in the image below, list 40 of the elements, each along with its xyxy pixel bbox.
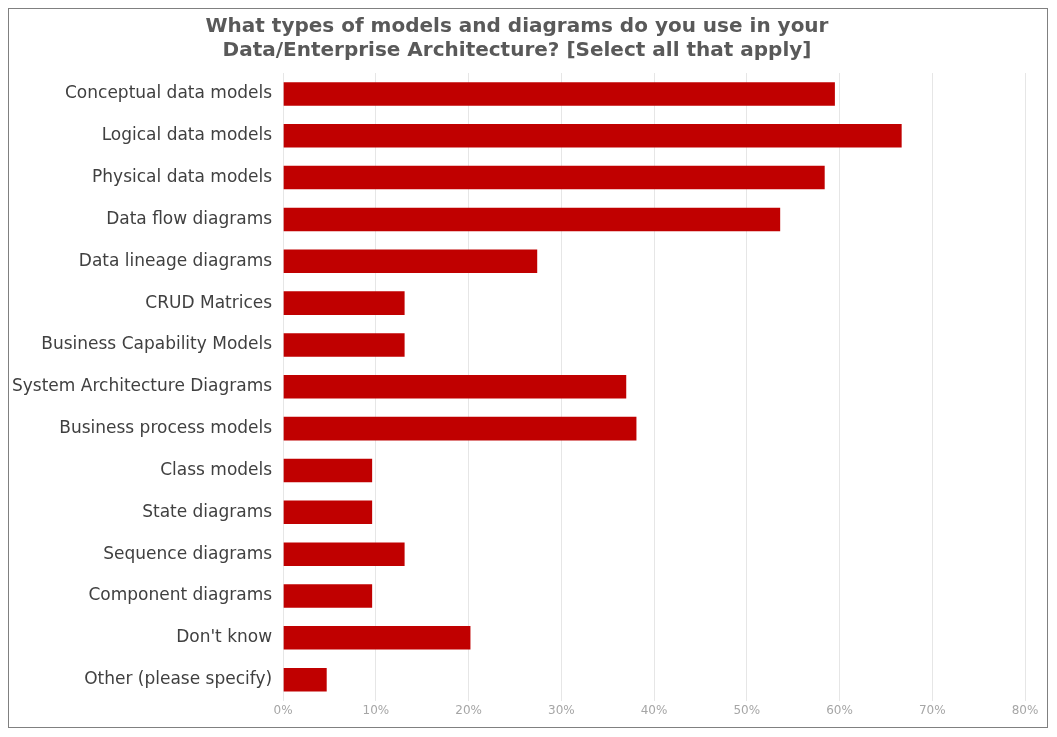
bar — [283, 375, 627, 399]
y-tick-label: Data lineage diagrams — [78, 249, 273, 270]
bar — [283, 165, 825, 190]
bar — [283, 542, 405, 566]
y-tick-label: Other (please specify) — [84, 668, 273, 689]
y-tick-label: Business Capability Models — [41, 333, 273, 354]
bar — [283, 584, 373, 608]
y-tick-label: Business process models — [59, 417, 273, 438]
y-tick-label: Sequence diagrams — [103, 542, 273, 563]
bar — [283, 667, 327, 692]
x-tick-label: 30% — [547, 702, 575, 717]
bar — [283, 207, 781, 232]
bar — [283, 458, 373, 483]
bar — [283, 82, 835, 106]
y-tick-label: State diagrams — [142, 500, 273, 521]
chart-title: What types of models and diagrams do you use in your Data/Enterprise Architecture? [Select all that apply] — [205, 13, 829, 62]
y-tick-label: Physical data models — [92, 166, 273, 187]
bar — [283, 123, 902, 148]
y-tick-label: System Architecture Diagrams — [12, 375, 273, 396]
y-tick-label: Logical data models — [101, 124, 273, 145]
bar — [283, 249, 538, 274]
bar — [283, 333, 405, 357]
x-tick-label: 20% — [455, 702, 482, 717]
y-tick-label: CRUD Matrices — [145, 291, 273, 312]
x-tick-label: 50% — [733, 702, 761, 717]
x-tick-label: 70% — [918, 702, 946, 717]
x-tick-label: 80% — [1011, 702, 1039, 717]
y-tick-label: Don't know — [176, 626, 273, 647]
y-tick-label: Class models — [160, 458, 273, 479]
y-tick-label: Data flow diagrams — [106, 207, 273, 228]
x-tick-label: 0% — [273, 702, 293, 717]
y-tick-label: Component diagrams — [88, 584, 273, 605]
bar — [283, 416, 637, 441]
bar — [283, 500, 373, 525]
bar — [283, 626, 471, 650]
bar — [283, 291, 405, 315]
x-tick-label: 60% — [826, 702, 853, 717]
x-tick-label: 10% — [362, 702, 390, 717]
x-tick-label: 40% — [640, 702, 668, 717]
y-tick-label: Conceptual data models — [65, 82, 273, 103]
